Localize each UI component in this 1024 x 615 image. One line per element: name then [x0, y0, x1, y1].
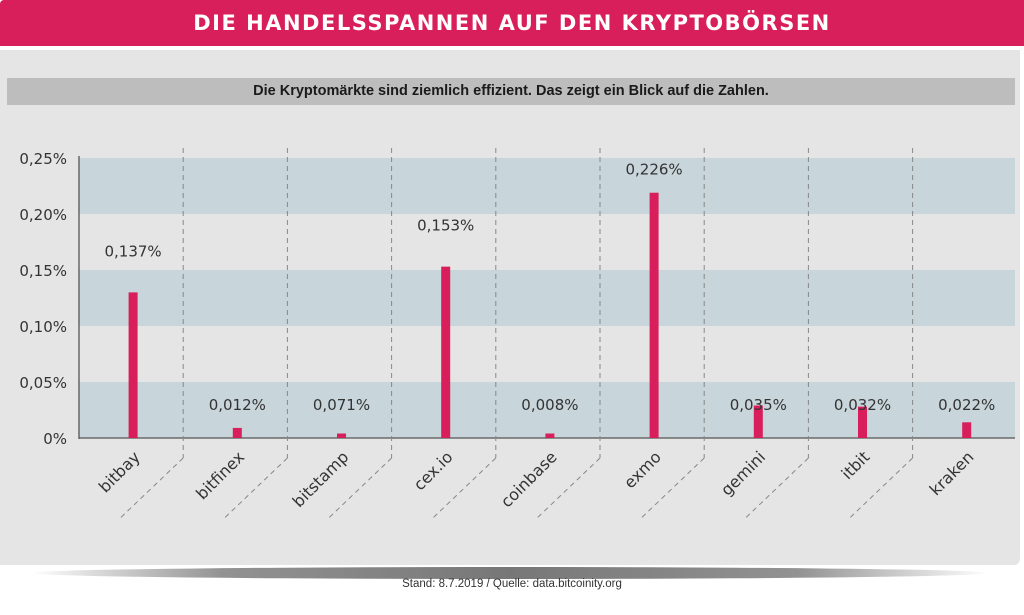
label-separator — [743, 457, 809, 521]
title-banner — [0, 0, 1024, 46]
subtitle-bar — [7, 78, 1015, 105]
source-note: Stand: 8.7.2019 / Quelle: data.bitcoinit… — [402, 578, 622, 590]
y-tick-label: 0,25% — [19, 150, 67, 168]
category-label: gemini — [717, 447, 769, 499]
bar-bitstamp — [337, 433, 346, 438]
y-tick-label: 0,05% — [19, 374, 67, 392]
bar-gemini — [753, 405, 763, 438]
value-label: 0,137% — [104, 242, 161, 260]
panel-shadow — [30, 567, 990, 579]
label-separator — [326, 457, 392, 521]
chart-subtitle: Die Kryptomärkte sind ziemlich effizient… — [253, 83, 769, 99]
grid-band — [79, 270, 1015, 326]
value-label: 0,035% — [730, 396, 787, 414]
value-label: 0,012% — [209, 396, 266, 414]
y-tick-label: 0,15% — [19, 262, 67, 280]
value-label: 0,153% — [417, 217, 474, 235]
value-label: 0,022% — [938, 396, 995, 414]
value-label: 0,071% — [313, 396, 370, 414]
grid-band — [79, 158, 1015, 214]
category-label: cex.io — [410, 447, 457, 494]
category-label: bitstamp — [289, 447, 353, 511]
category-label: coinbase — [497, 447, 561, 511]
category-label: kraken — [926, 447, 978, 499]
bar-bitbay — [128, 292, 138, 438]
category-label: itbit — [838, 447, 874, 483]
label-separator — [638, 457, 705, 521]
value-label: 0,032% — [834, 396, 891, 414]
y-tick-label: 0,10% — [19, 318, 67, 336]
label-separator — [430, 457, 497, 521]
bar-bitfinex — [232, 427, 242, 438]
chart-title: DIE HANDELSSPANNEN AUF DEN KRYPTOBÖRSEN — [193, 11, 831, 35]
bar-cex-io — [441, 266, 451, 438]
value-label: 0,226% — [625, 161, 682, 179]
value-label: 0,008% — [521, 396, 578, 414]
bar-coinbase — [545, 433, 555, 438]
bar-exmo — [649, 192, 659, 438]
label-separator — [534, 457, 601, 521]
bar-itbit — [858, 406, 867, 438]
category-label: bitbay — [95, 447, 144, 496]
label-separator — [847, 457, 913, 521]
label-separator — [222, 457, 288, 521]
y-tick-label: 0% — [43, 430, 67, 448]
category-label: exmo — [620, 447, 665, 492]
label-separator — [117, 457, 184, 521]
category-label: bitfinex — [192, 447, 248, 503]
y-tick-label: 0,20% — [19, 206, 67, 224]
bar-kraken — [962, 422, 972, 438]
